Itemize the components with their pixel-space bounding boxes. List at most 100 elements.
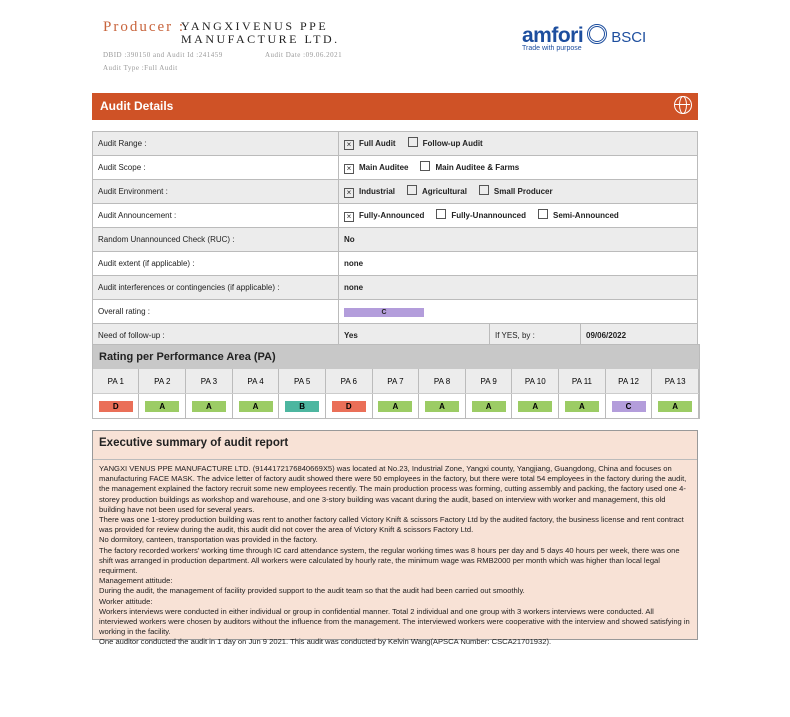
detail-row-overall: Overall rating : C [92, 299, 698, 324]
pa-label: PA 9 [465, 369, 513, 394]
option[interactable]: × Industrial [344, 187, 395, 198]
row-value: No [338, 227, 698, 252]
pa-cell: A [558, 393, 606, 418]
summary-body: YANGXI VENUS PPE MANUFACTURE LTD. (91441… [93, 460, 697, 652]
pa-cell: D [93, 393, 140, 418]
option[interactable]: × Full Audit [344, 139, 396, 150]
option-label: Fully-Unannounced [451, 211, 526, 220]
option[interactable]: Small Producer [478, 185, 553, 196]
producer-label: Producer : [103, 19, 186, 35]
pa-cell: A [138, 393, 187, 418]
option-label: Full Audit [359, 139, 396, 148]
row-label: Audit interferences or contingencies (if… [92, 275, 339, 300]
detail-row-ruc: Random Unannounced Check (RUC) : No [92, 227, 698, 252]
summary-paragraph: During the audit, the management of faci… [99, 586, 525, 596]
pa-cell: A [465, 393, 513, 418]
checked-box-icon[interactable]: × [344, 188, 354, 198]
pa-label: PA 2 [138, 369, 187, 394]
row-label: Audit Scope : [92, 155, 339, 180]
logo-tagline: Trade with purpose [522, 45, 582, 52]
audit-date: Audit Date :09.06.2021 [265, 51, 343, 59]
row-options: × Main Auditee Main Auditee & Farms [338, 155, 698, 180]
pa-cell: A [185, 393, 233, 418]
producer-header: Producer : YANGXIVENUS PPE MANUFACTURE L… [103, 18, 337, 46]
option-label: Small Producer [493, 187, 553, 196]
summary-paragraph: Workers interviews were conducted in eit… [99, 606, 690, 637]
detail-row: Audit Scope : × Main Auditee Main Auditee &… [92, 155, 698, 180]
detail-row: Audit Announcement : × Fully-Announced Full… [92, 203, 698, 228]
summary-title: Executive summary of audit report [93, 431, 697, 460]
pa-label: PA 12 [605, 369, 653, 394]
pa-grade-badge: A [564, 400, 599, 412]
pa-label: PA 3 [185, 369, 233, 394]
pa-grade-badge: A [658, 400, 693, 412]
pa-label: PA 7 [372, 369, 420, 394]
audit-type: Audit Type :Full Audit [103, 64, 178, 72]
pa-cell: C [605, 393, 653, 418]
summary-paragraph: There was one 1-storey production buildi… [99, 515, 684, 535]
pa-cell: A [418, 393, 466, 418]
pa-label: PA 1 [93, 369, 140, 394]
checkbox-icon[interactable] [478, 185, 489, 195]
summary-paragraph: Management attitude: [99, 576, 173, 586]
option[interactable]: × Fully-Announced [344, 211, 424, 222]
checked-box-icon[interactable]: × [344, 212, 354, 222]
checkbox-icon[interactable] [538, 209, 548, 219]
checkbox-icon[interactable] [407, 137, 418, 147]
option[interactable]: Fully-Unannounced [436, 209, 526, 220]
row-options: × Fully-Announced Fully-Unannounced Semi-An… [338, 203, 698, 228]
pa-grade-badge: A [145, 400, 180, 412]
amfori-ring-icon [587, 24, 608, 44]
option[interactable]: × Main Auditee [344, 163, 408, 174]
checkbox-icon[interactable] [407, 185, 418, 195]
pa-label: PA 11 [558, 369, 606, 394]
row-value: none [338, 251, 698, 276]
summary-paragraph: YANGXI VENUS PPE MANUFACTURE LTD. (91441… [99, 464, 687, 514]
option[interactable]: Main Auditee & Farms [420, 161, 519, 172]
logo-program: BSCI [611, 29, 647, 46]
option-label: Semi-Announced [553, 211, 619, 220]
detail-row-extent: Audit extent (if applicable) : none [92, 251, 698, 276]
detail-row: Audit Range : × Full Audit Follow-up Audit [92, 131, 698, 156]
pa-title: Rating per Performance Area (PA) [93, 345, 699, 369]
row-label: Audit Environment : [92, 179, 339, 204]
audit-details-header: Audit Details [92, 93, 698, 120]
followup-date: 09/06/2022 [580, 323, 698, 348]
producer-name: YANGXIVENUS PPE MANUFACTURE LTD. [181, 19, 340, 46]
option-label: Agricultural [422, 187, 467, 196]
checkbox-icon[interactable] [420, 161, 431, 171]
checkbox-icon[interactable] [436, 209, 447, 219]
pa-label: PA 8 [418, 369, 466, 394]
option[interactable]: Follow-up Audit [407, 137, 483, 148]
pa-label: PA 6 [325, 369, 373, 394]
followup-by-label: If YES, by : [489, 323, 581, 348]
row-label: Random Unannounced Check (RUC) : [92, 227, 339, 252]
row-options: × Full Audit Follow-up Audit [338, 131, 698, 156]
pa-grade-badge: A [191, 400, 226, 412]
row-label: Audit extent (if applicable) : [92, 251, 339, 276]
detail-row-interferences: Audit interferences or contingencies (if… [92, 275, 698, 300]
overall-rating-badge: C [344, 307, 424, 317]
option[interactable]: Agricultural [407, 185, 467, 196]
pa-grade-badge: A [425, 400, 460, 412]
checked-box-icon[interactable]: × [344, 140, 354, 150]
summary-paragraph: The factory recorded workers' working ti… [99, 545, 680, 576]
checked-box-icon[interactable]: × [344, 164, 354, 174]
pa-grade-badge: A [378, 400, 413, 412]
option[interactable]: Semi-Announced [538, 209, 619, 220]
row-value: C [338, 299, 698, 324]
pa-grade-badge: D [331, 400, 366, 412]
detail-row: Audit Environment : × Industrial Agricultur… [92, 179, 698, 204]
pa-cell: D [325, 393, 373, 418]
pa-cell: A [651, 393, 699, 418]
pa-label: PA 4 [232, 369, 280, 394]
amfori-bsci-logo: amfori BSCI Trade with purpose [522, 24, 646, 52]
pa-cell: A [511, 393, 560, 418]
row-value: none [338, 275, 698, 300]
section-title: Audit Details [100, 99, 174, 113]
audit-ids: DBID :390150 and Audit Id :241459 [103, 51, 223, 59]
logo-brand: amfori [522, 24, 584, 47]
pa-label: PA 13 [651, 369, 699, 394]
row-label: Need of follow-up : [92, 323, 339, 348]
